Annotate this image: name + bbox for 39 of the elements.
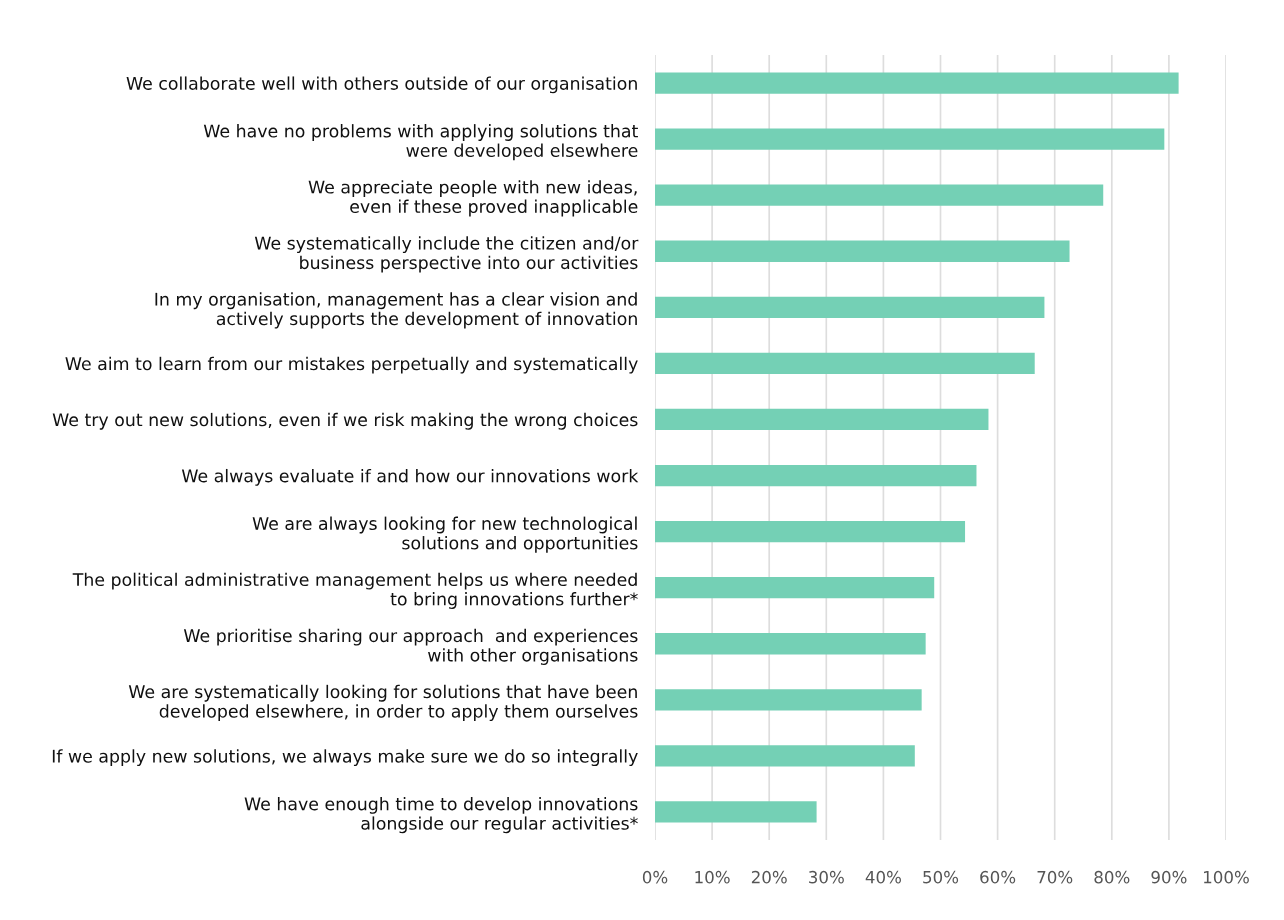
x-tick-label: 60% [980,870,1016,884]
bar [655,240,1070,262]
bar [655,577,935,599]
y-tick-label: We are systematically looking for solutions that have been developed elsewhere, in order to apply them ourselves [128,684,638,722]
y-tick-label: We aim to learn from our mistakes perpetually and systematically [65,356,638,374]
y-tick-label: We have no problems with applying solutions that were developed elsewhere [203,124,638,161]
x-tick-label: 90% [1151,870,1187,884]
y-tick-label: We prioritise sharing our approach and experiences with other organisations [183,628,638,665]
x-tick-label: 20% [751,870,787,884]
bar [655,184,1104,206]
bar [655,520,966,543]
bar [655,408,989,431]
y-tick-label: We systematically include the citizen and/or business perspective into our activities [254,236,639,273]
y-tick-label: We have enough time to develop innovations alongside our regular activities* [244,796,638,834]
bar [655,352,1035,375]
x-tick-label: 70% [1037,870,1073,884]
bar [655,72,1179,94]
y-tick-label: If we apply new solutions, we always make sure we do so integrally [52,749,638,767]
bar [655,689,922,711]
y-tick-label: We try out new solutions, even if we risk making the wrong choices [52,412,638,430]
y-tick-label: In my organisation, management has a clear vision and actively supports the development of innovation [155,292,637,329]
y-tick-label: We always evaluate if and how our innovations work [181,468,639,486]
x-tick-label: 50% [923,870,959,884]
bar [655,633,926,655]
bar [655,464,977,487]
bar [655,801,817,823]
x-tick-label: 40% [865,870,901,884]
y-tick-label: We collaborate well with others outside of our organisation [126,76,637,94]
bar [655,296,1045,318]
x-tick-label: 80% [1094,870,1130,884]
x-tick-label: 30% [809,870,844,884]
y-tick-label: We are always looking for new technological solutions and opportunities [252,516,638,553]
x-tick-label: 0% [642,870,668,884]
y-tick-label: The political administrative management helps us where needed to bring innovations further* [72,572,638,609]
x-tick-label: 100% [1204,870,1249,884]
x-tick-label: 10% [695,870,730,884]
y-tick-label: We appreciate people with new ideas, even if these proved inapplicable [308,180,638,217]
bar [655,128,1165,150]
bar [655,745,915,767]
